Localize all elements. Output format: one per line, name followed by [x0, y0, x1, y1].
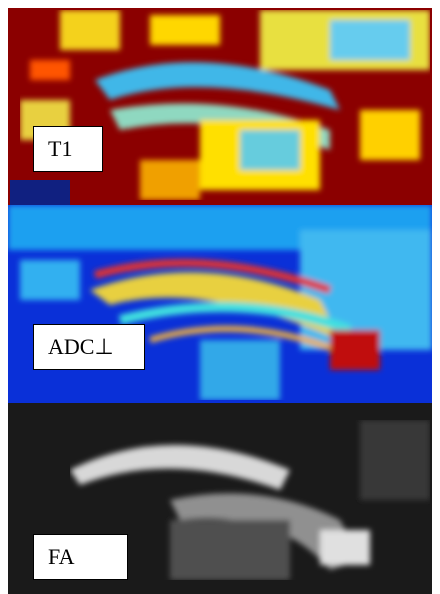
- t1-image: [8, 8, 432, 205]
- panel-label: T1: [33, 126, 103, 172]
- panel-label: ADC⊥: [33, 324, 145, 370]
- adc-image: [8, 205, 432, 403]
- panel-label: FA: [33, 534, 128, 580]
- figure: T1 ADC⊥ FA: [0, 0, 440, 594]
- mri-panels: [0, 0, 440, 594]
